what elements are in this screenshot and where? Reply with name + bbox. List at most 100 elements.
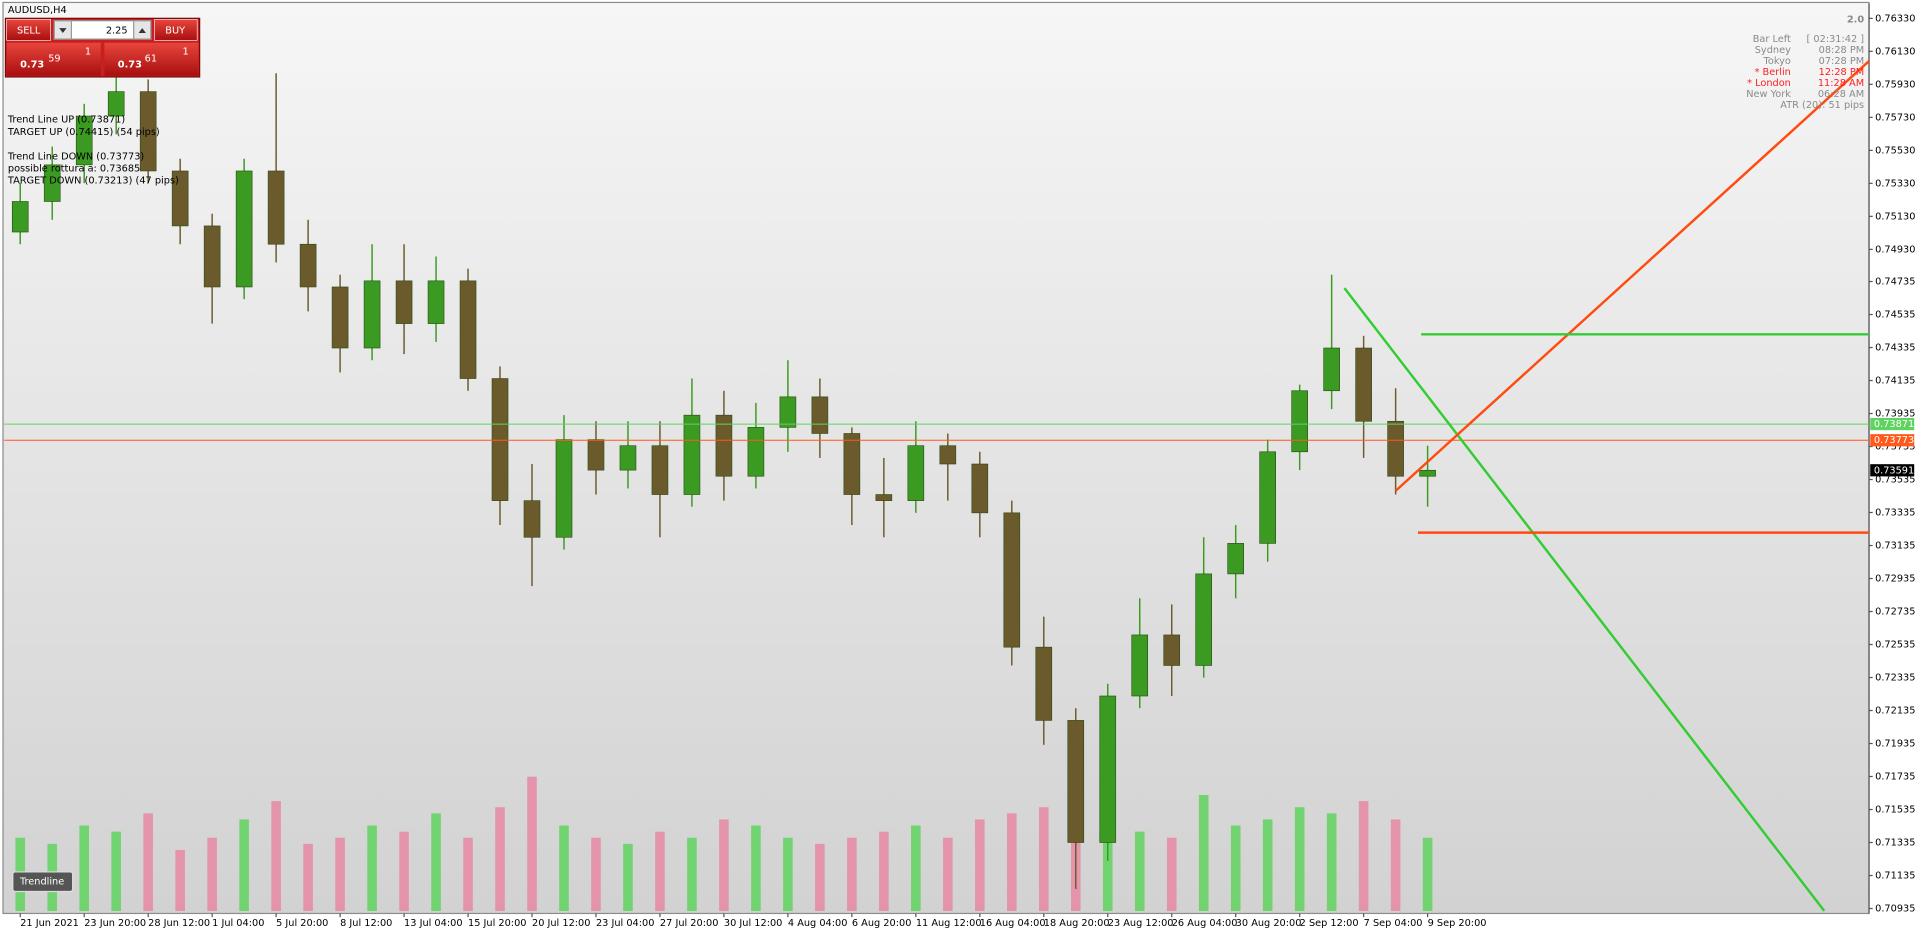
x-tick-label: 16 Aug 04:00 xyxy=(980,918,1046,929)
symbol-title: AUDUSD,H4 xyxy=(8,5,67,16)
x-tick-label: 5 Jul 20:00 xyxy=(276,918,328,929)
buy-label[interactable]: BUY xyxy=(165,26,185,37)
session-label: * London xyxy=(1747,78,1791,89)
volume-bar xyxy=(335,837,345,912)
volume-bar xyxy=(1166,837,1177,912)
volume-bar xyxy=(1134,831,1145,912)
bid-box[interactable] xyxy=(6,42,101,76)
y-tick-label: 0.73935 xyxy=(1875,409,1915,420)
y-tick-label: 0.71535 xyxy=(1875,805,1915,816)
volume-bar xyxy=(975,819,985,912)
session-label: Sydney xyxy=(1755,45,1791,56)
volume-bar xyxy=(911,825,921,912)
candle-body xyxy=(11,201,29,233)
candle-body xyxy=(1035,646,1053,721)
y-tick-label: 0.70935 xyxy=(1875,904,1915,915)
volume-bar xyxy=(719,819,729,912)
x-tick-label: 28 Jun 12:00 xyxy=(148,918,210,929)
y-tick-label: 0.75330 xyxy=(1875,178,1915,189)
candle-body xyxy=(171,170,189,227)
y-tick-label: 0.74135 xyxy=(1875,376,1915,387)
candle-body xyxy=(139,91,157,172)
volume-bar xyxy=(463,837,473,912)
candle-body xyxy=(1163,634,1181,666)
candle-body xyxy=(747,427,765,477)
info-line: Trend Line DOWN (0.73773) xyxy=(7,151,144,162)
volume-bar xyxy=(623,843,633,912)
volume-bar xyxy=(655,831,665,912)
volume-bar xyxy=(431,813,441,912)
x-tick-label: 23 Aug 12:00 xyxy=(1108,918,1174,929)
volume-bar xyxy=(1422,837,1433,912)
ask-point: 1 xyxy=(183,46,189,57)
up-arrow xyxy=(138,28,146,33)
volume-bar xyxy=(303,843,313,912)
candle-body xyxy=(683,414,701,495)
candle-body xyxy=(651,445,669,495)
y-tick-label: 0.75730 xyxy=(1875,112,1915,123)
volume-bar xyxy=(1198,795,1209,912)
session-label: New York xyxy=(1746,89,1791,100)
volume-bar xyxy=(591,837,601,912)
volume-bar xyxy=(943,837,953,912)
buy-button[interactable] xyxy=(154,19,198,41)
atr: ATR (20): 51 pips xyxy=(1780,100,1864,111)
level-marker-label: 0.73871 xyxy=(1874,419,1914,430)
y-tick-label: 0.72535 xyxy=(1875,640,1915,651)
sell-label[interactable]: SELL xyxy=(17,26,41,37)
x-tick-label: 9 Sep 20:00 xyxy=(1428,918,1487,929)
trendline-label[interactable]: Trendline xyxy=(19,877,64,888)
level-marker-label: 0.73773 xyxy=(1874,435,1914,446)
y-tick-label: 0.74535 xyxy=(1875,310,1915,321)
x-tick-label: 21 Jun 2021 xyxy=(20,918,79,929)
candle-body xyxy=(939,445,957,465)
sell-button[interactable] xyxy=(6,19,51,41)
volume-bar xyxy=(111,831,121,912)
x-tick-label: 7 Sep 04:00 xyxy=(1364,918,1423,929)
candle-body xyxy=(427,280,445,324)
y-tick-label: 0.71735 xyxy=(1875,772,1915,783)
session-time: 06:28 AM xyxy=(1818,89,1864,100)
volume-bar xyxy=(751,825,761,912)
down-arrow xyxy=(59,28,67,33)
volume-bar xyxy=(1102,825,1113,912)
info-line: TARGET UP (0.74415) (54 pips) xyxy=(7,127,160,138)
trendline-button[interactable] xyxy=(12,871,74,893)
ask-box[interactable] xyxy=(104,42,199,76)
candle-body xyxy=(619,445,637,471)
y-tick-label: 0.71135 xyxy=(1875,871,1915,882)
candle-body xyxy=(971,463,989,514)
y-tick-label: 0.71935 xyxy=(1875,739,1915,750)
session-time: [ 02:31:42 ] xyxy=(1807,34,1865,45)
candle-body xyxy=(299,243,317,288)
candle-body xyxy=(1227,543,1244,575)
volume-bar xyxy=(495,807,505,912)
volume-bar xyxy=(1358,801,1369,912)
volume-bar xyxy=(559,825,569,912)
volume-bar xyxy=(399,831,409,912)
candle-body xyxy=(107,91,125,117)
x-tick-label: 8 Jul 12:00 xyxy=(340,918,392,929)
candle-body xyxy=(43,164,61,202)
candle-body xyxy=(715,414,733,477)
candle-body xyxy=(875,494,893,501)
bid-pips: 59 xyxy=(48,54,60,65)
trend-line xyxy=(1343,287,1826,912)
x-tick-label: 18 Aug 20:00 xyxy=(1044,918,1110,929)
candle-body xyxy=(1195,573,1213,666)
session-label: Bar Left xyxy=(1753,34,1791,45)
price-marker xyxy=(1870,464,1915,477)
y-tick-label: 0.75530 xyxy=(1875,145,1915,156)
candle-body xyxy=(1131,634,1149,697)
session-time: 07:28 PM xyxy=(1819,56,1864,67)
volume-bar xyxy=(143,813,153,912)
volume-bar xyxy=(783,837,793,912)
x-tick-label: 23 Jul 04:00 xyxy=(596,918,654,929)
session-time: 11:28 AM xyxy=(1818,78,1864,89)
y-tick-label: 0.72735 xyxy=(1875,607,1915,618)
volume-bar xyxy=(271,801,281,912)
y-tick-label: 0.76330 xyxy=(1875,13,1915,24)
lot-value[interactable]: 2.25 xyxy=(106,26,128,37)
